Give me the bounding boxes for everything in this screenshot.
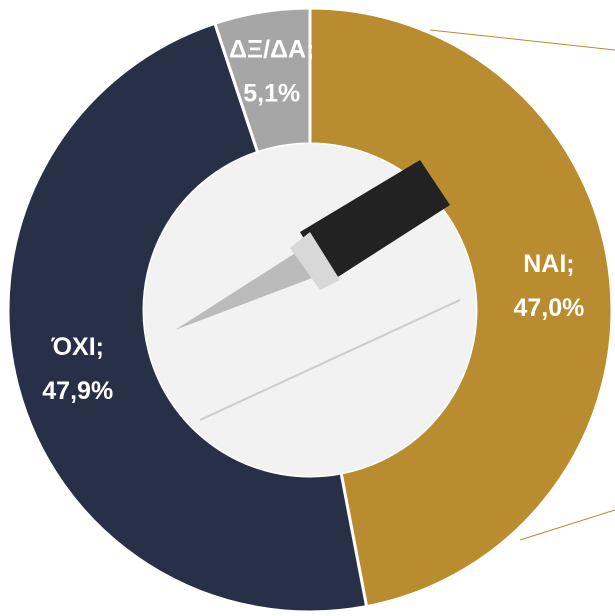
slice-value-label: 47,9% xyxy=(42,377,113,405)
leader-line xyxy=(519,509,615,541)
leader-line xyxy=(429,29,615,51)
slice-value-label: 5,1% xyxy=(243,80,300,108)
slice-category: ΌΧΙ; xyxy=(50,333,104,361)
slice xyxy=(308,6,614,609)
slices xyxy=(6,6,614,614)
slice xyxy=(212,6,312,155)
labels: ΝΑΙ; 47,0% ΌΧΙ; 47,9% ΔΞ/ΔΑ; 5,1% xyxy=(42,36,584,405)
slice-value-label: 47,0% xyxy=(513,294,584,322)
pen-illustration xyxy=(175,160,461,421)
slice-category: ΔΞ/ΔΑ; xyxy=(229,36,314,64)
slice-category: ΝΑΙ; xyxy=(523,250,574,278)
